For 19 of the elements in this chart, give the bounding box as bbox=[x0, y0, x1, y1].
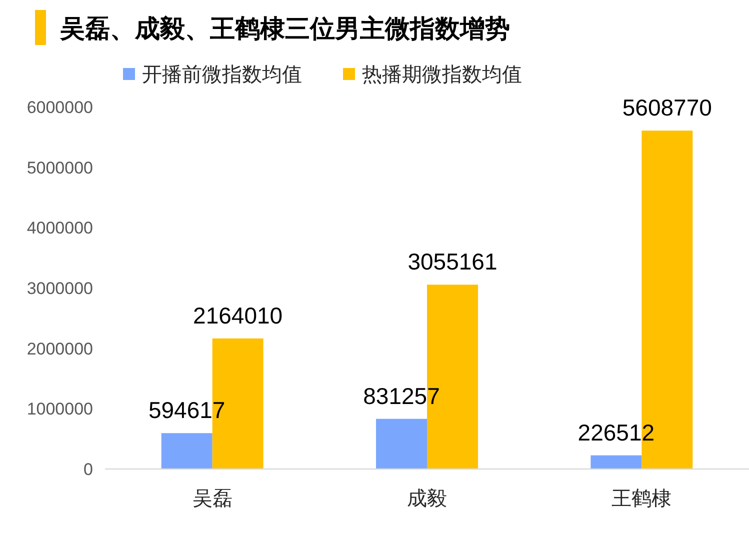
y-tick-label: 5000000 bbox=[26, 158, 93, 178]
y-tick-label: 4000000 bbox=[26, 218, 93, 238]
chart-title: 吴磊、成毅、王鹤棣三位男主微指数增势 bbox=[59, 15, 510, 43]
data-label: 3055161 bbox=[408, 248, 498, 275]
data-label: 2164010 bbox=[193, 302, 283, 328]
y-tick-label: 0 bbox=[84, 460, 93, 479]
y-tick-label: 1000000 bbox=[26, 400, 93, 419]
bar bbox=[590, 455, 642, 469]
y-tick-label: 6000000 bbox=[26, 98, 93, 117]
bar bbox=[376, 418, 427, 469]
x-tick-label: 吴磊 bbox=[192, 488, 232, 510]
legend-label: 热播期微指数均值 bbox=[362, 64, 522, 86]
y-tick-label: 2000000 bbox=[26, 339, 93, 358]
legend-label: 开播前微指数均值 bbox=[142, 64, 302, 86]
data-label: 5608770 bbox=[622, 94, 712, 121]
x-tick-label: 王鹤棣 bbox=[612, 488, 672, 510]
bar bbox=[161, 433, 212, 469]
y-tick-label: 3000000 bbox=[26, 279, 93, 298]
x-tick-label: 成毅 bbox=[407, 488, 447, 510]
